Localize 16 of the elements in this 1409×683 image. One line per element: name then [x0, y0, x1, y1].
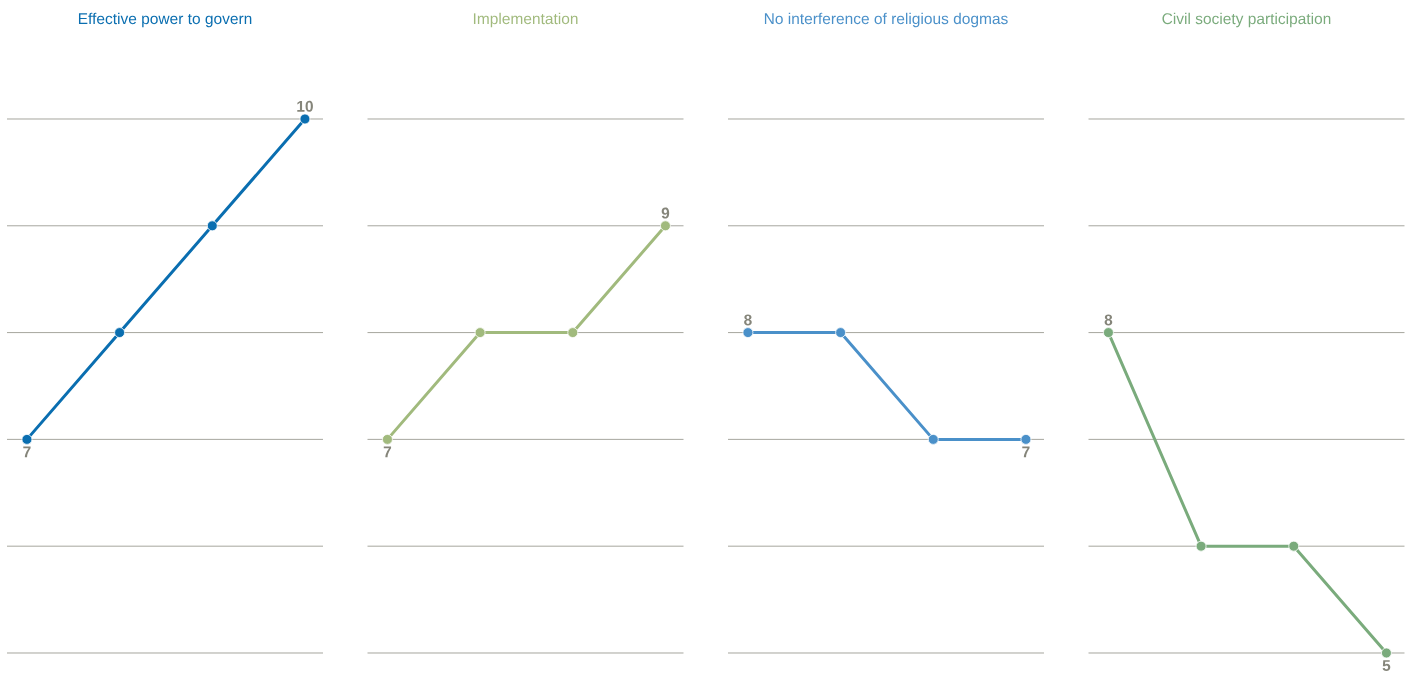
point — [206, 220, 218, 232]
data-label: 7 — [1022, 446, 1030, 458]
chart-title: Effective power to govern — [78, 12, 252, 28]
chart-title: Civil society participation — [1162, 12, 1331, 28]
data-label: 5 — [1382, 660, 1391, 672]
data-label: 8 — [1104, 314, 1113, 326]
data-label: 8 — [744, 314, 752, 326]
chart-title: No interference of religious dogmas — [764, 12, 1008, 28]
point — [299, 113, 311, 125]
data-label: 7 — [23, 446, 31, 458]
point — [114, 327, 126, 338]
point — [21, 433, 33, 445]
data-label: 10 — [297, 100, 313, 112]
chart-title: Implementation — [473, 12, 578, 28]
data-label: 7 — [383, 446, 392, 458]
data-label: 9 — [661, 207, 670, 219]
